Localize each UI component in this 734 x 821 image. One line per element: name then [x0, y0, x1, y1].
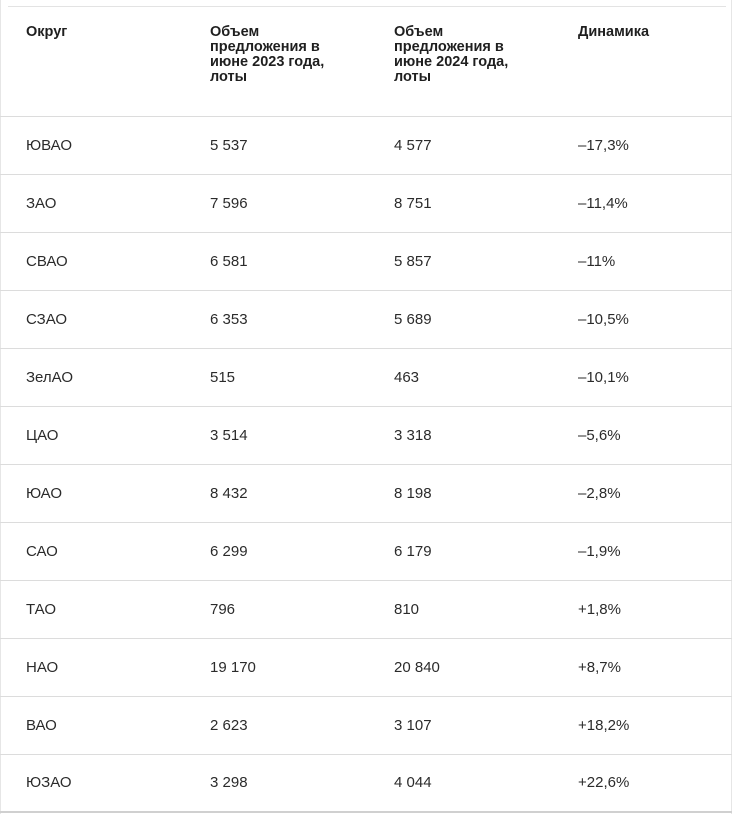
district-offer-table: Округ Объем предложения в июне 2023 года…	[0, 7, 732, 813]
cell-district: САО	[0, 522, 184, 581]
cell-volume-2024: 463	[368, 348, 552, 407]
header-volume-2024: Объем предложения в июне 2024 года, лоты	[368, 7, 552, 117]
cell-district: ВАО	[0, 696, 184, 755]
table-header-row: Округ Объем предложения в июне 2023 года…	[0, 7, 732, 117]
cell-district: ЦАО	[0, 406, 184, 465]
cell-district: ЮАО	[0, 464, 184, 523]
cell-volume-2023: 7 596	[184, 174, 368, 233]
table-row: ЮЗАО 3 298 4 044 +22,6%	[0, 754, 732, 813]
cell-dynamics: +8,7%	[552, 638, 732, 697]
table-row: САО 6 299 6 179 –1,9%	[0, 522, 732, 581]
cell-district: ЗАО	[0, 174, 184, 233]
table-body: ЮВАО 5 537 4 577 –17,3% ЗАО 7 596 8 751 –11,4% С…	[0, 116, 732, 813]
table-row: СЗАО 6 353 5 689 –10,5%	[0, 290, 732, 349]
cell-volume-2023: 2 623	[184, 696, 368, 755]
cell-district: СВАО	[0, 232, 184, 291]
table-row: ЗАО 7 596 8 751 –11,4%	[0, 174, 732, 233]
cell-volume-2023: 6 353	[184, 290, 368, 349]
cell-volume-2023: 3 298	[184, 754, 368, 813]
table-row: ЮВАО 5 537 4 577 –17,3%	[0, 116, 732, 175]
cell-district: СЗАО	[0, 290, 184, 349]
cell-district: ЗелАО	[0, 348, 184, 407]
cell-volume-2023: 6 299	[184, 522, 368, 581]
cell-volume-2024: 5 857	[368, 232, 552, 291]
cell-district: ЮВАО	[0, 116, 184, 175]
header-dynamics: Динамика	[552, 7, 732, 117]
cell-volume-2023: 515	[184, 348, 368, 407]
table-row: НАО 19 170 20 840 +8,7%	[0, 638, 732, 697]
cell-volume-2023: 6 581	[184, 232, 368, 291]
table-row: ЦАО 3 514 3 318 –5,6%	[0, 406, 732, 465]
table-row: ВАО 2 623 3 107 +18,2%	[0, 696, 732, 755]
cell-volume-2024: 3 107	[368, 696, 552, 755]
cell-dynamics: –10,1%	[552, 348, 732, 407]
cell-volume-2024: 8 751	[368, 174, 552, 233]
cell-volume-2024: 6 179	[368, 522, 552, 581]
cell-volume-2024: 20 840	[368, 638, 552, 697]
cell-volume-2024: 5 689	[368, 290, 552, 349]
cell-volume-2024: 8 198	[368, 464, 552, 523]
cell-dynamics: –11%	[552, 232, 732, 291]
cell-dynamics: +18,2%	[552, 696, 732, 755]
cell-dynamics: –11,4%	[552, 174, 732, 233]
cell-volume-2023: 5 537	[184, 116, 368, 175]
cell-district: НАО	[0, 638, 184, 697]
table-row: ТАО 796 810 +1,8%	[0, 580, 732, 639]
cell-dynamics: –2,8%	[552, 464, 732, 523]
header-volume-2023: Объем предложения в июне 2023 года, лоты	[184, 7, 368, 117]
table-row: ЗелАО 515 463 –10,1%	[0, 348, 732, 407]
cell-dynamics: –1,9%	[552, 522, 732, 581]
cell-dynamics: –10,5%	[552, 290, 732, 349]
cell-district: ТАО	[0, 580, 184, 639]
cell-dynamics: +1,8%	[552, 580, 732, 639]
cell-dynamics: +22,6%	[552, 754, 732, 813]
cell-volume-2023: 3 514	[184, 406, 368, 465]
cell-volume-2023: 796	[184, 580, 368, 639]
cell-dynamics: –17,3%	[552, 116, 732, 175]
cell-dynamics: –5,6%	[552, 406, 732, 465]
top-divider	[8, 6, 726, 7]
cell-district: ЮЗАО	[0, 754, 184, 813]
header-district: Округ	[0, 7, 184, 117]
table-row: СВАО 6 581 5 857 –11%	[0, 232, 732, 291]
cell-volume-2023: 8 432	[184, 464, 368, 523]
cell-volume-2024: 810	[368, 580, 552, 639]
table-row: ЮАО 8 432 8 198 –2,8%	[0, 464, 732, 523]
cell-volume-2024: 4 044	[368, 754, 552, 813]
cell-volume-2024: 3 318	[368, 406, 552, 465]
cell-volume-2023: 19 170	[184, 638, 368, 697]
cell-volume-2024: 4 577	[368, 116, 552, 175]
